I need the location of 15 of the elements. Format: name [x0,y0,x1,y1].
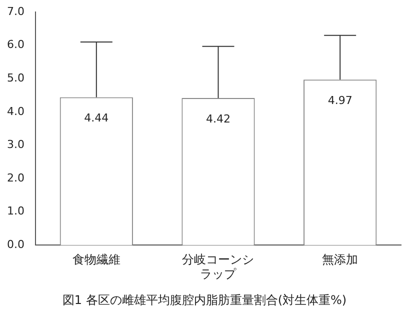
y-tick-label: 6.0 [6,38,24,52]
y-tick-label: 2.0 [6,171,24,184]
data-label: 4.97 [328,94,352,107]
y-tick-label: 3.0 [6,138,24,152]
x-tick-label: 食物繊維 [72,252,120,267]
data-label: 4.44 [84,112,109,125]
y-tick-label: 5.0 [6,71,24,84]
y-tick-label: 4.0 [6,104,24,118]
y-tick-label: 7.0 [6,4,24,18]
y-tick-label: 0.0 [6,238,24,252]
data-label: 4.42 [206,112,230,126]
x-tick-label: 分岐コーンシラップ [182,252,254,281]
caption: 図1 各区の雌雄平均腹腔内脂肪重量割合(対生体重%) [61,292,348,309]
x-tick-label: 無添加 [322,252,358,267]
y-tick-label: 1.0 [6,204,24,218]
